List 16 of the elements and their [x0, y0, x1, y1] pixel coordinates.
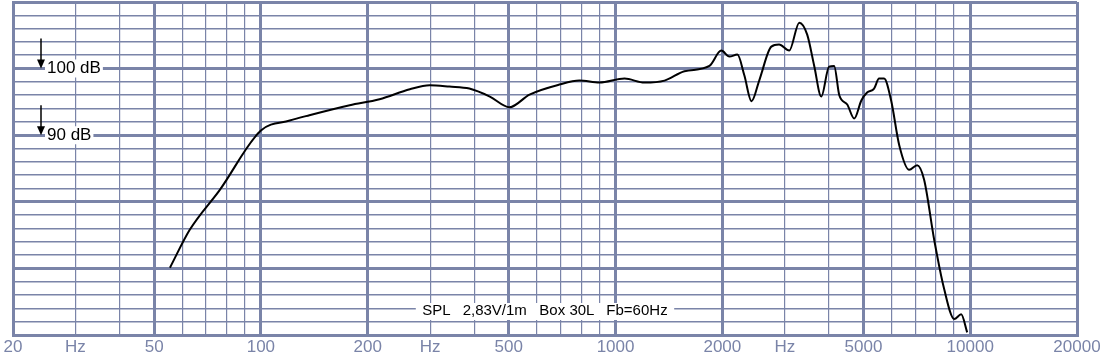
annotation: SPL 2,83V/1m Box 30L Fb=60Hz: [422, 301, 668, 319]
x-tick-label: 500: [494, 336, 523, 356]
x-tick-label: Hz: [419, 336, 441, 356]
y-tick-label: 90 dB: [47, 124, 92, 144]
x-tick-label: 200: [353, 336, 382, 356]
x-tick-label: 100: [246, 336, 276, 356]
x-tick-label: 20000: [1053, 336, 1101, 356]
x-tick-label: 50: [144, 336, 164, 356]
x-tick-label: 10000: [946, 336, 994, 356]
x-tick-label: 20: [3, 336, 23, 356]
x-tick-label: 1000: [596, 336, 635, 356]
x-tick-label: Hz: [774, 336, 796, 356]
y-tick-label: 100 dB: [47, 58, 101, 78]
x-tick-label: 5000: [844, 336, 883, 356]
x-tick-label: Hz: [65, 336, 86, 356]
x-tick-label: 2000: [703, 336, 742, 356]
